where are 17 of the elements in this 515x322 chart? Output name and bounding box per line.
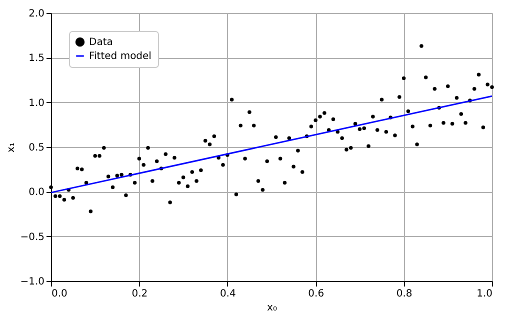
legend-label: Data [89,37,113,48]
x-tick-label: 0.6 [308,288,324,300]
x-tick-label: 0.8 [396,288,412,300]
x-axis-title: x₀ [267,302,277,314]
y-axis-title: x₁ [6,142,18,152]
x-tick-label: 0.2 [132,288,148,300]
x-tick-label: 1.0 [476,288,492,300]
y-tick-label: 1.0 [28,98,44,109]
x-tick-label: 0.4 [220,288,236,300]
y-tick-label: 0.5 [28,142,44,154]
legend-label: Fitted model [89,51,152,62]
x-tick-label: 0.0 [52,288,68,300]
y-tick-label: −1.0 [20,276,44,288]
y-tick-label: 1.5 [28,53,44,64]
y-tick-label: −0.5 [20,232,44,243]
y-tick-label: 2.0 [28,8,44,20]
y-tick-label: 0.0 [28,187,44,198]
